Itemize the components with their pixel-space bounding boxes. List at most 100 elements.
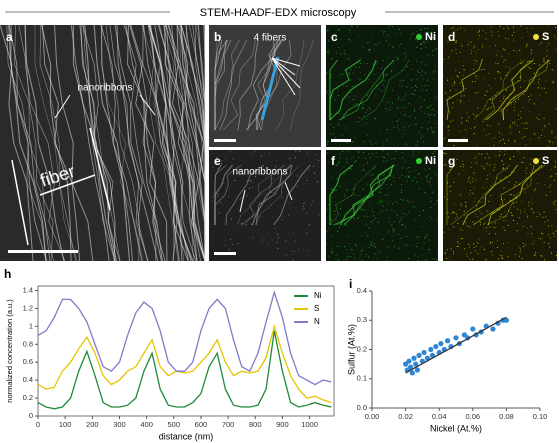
texture [420, 29, 422, 31]
texture [503, 187, 505, 189]
texture [418, 173, 420, 174]
texture [552, 81, 554, 83]
texture [361, 107, 363, 109]
texture [328, 203, 330, 205]
texture [532, 243, 534, 245]
texture [338, 154, 340, 156]
texture [463, 95, 465, 97]
texture [359, 63, 361, 64]
texture [449, 112, 451, 114]
texture [404, 225, 406, 227]
texture [551, 68, 553, 70]
texture [551, 175, 553, 177]
texture [386, 139, 388, 141]
texture [297, 186, 299, 188]
texture [326, 91, 328, 92]
texture [427, 128, 429, 130]
texture [548, 140, 550, 142]
texture [501, 250, 502, 252]
texture [427, 175, 429, 177]
texture [476, 208, 478, 210]
texture [450, 121, 451, 123]
texture [424, 157, 426, 159]
texture [348, 151, 350, 153]
texture [419, 133, 421, 135]
texture [277, 247, 279, 249]
texture [338, 29, 339, 31]
texture [495, 155, 497, 157]
texture [478, 153, 480, 155]
texture [519, 131, 521, 133]
texture [524, 80, 525, 82]
arrow [271, 57, 301, 89]
texture [482, 43, 484, 45]
texture [489, 226, 491, 228]
texture [337, 88, 339, 90]
texture [386, 159, 388, 161]
scale-bar [8, 250, 78, 253]
texture [426, 90, 427, 91]
texture [521, 201, 523, 202]
texture [360, 208, 362, 210]
texture [459, 102, 461, 104]
texture [397, 59, 399, 60]
texture [458, 243, 460, 245]
texture [374, 117, 376, 119]
texture [306, 232, 308, 234]
x-tick-label: 100 [59, 420, 72, 429]
texture [412, 206, 414, 208]
texture [336, 164, 395, 226]
texture [434, 49, 436, 51]
texture [428, 168, 430, 170]
texture [379, 41, 381, 43]
texture [425, 214, 427, 216]
texture [343, 85, 345, 87]
texture [486, 186, 488, 188]
texture [337, 230, 339, 232]
texture [474, 127, 476, 129]
texture [80, 24, 116, 262]
texture [327, 73, 329, 74]
texture [329, 164, 354, 225]
texture [346, 182, 348, 184]
texture [24, 24, 65, 262]
texture [500, 100, 502, 102]
texture [523, 123, 525, 125]
texture [417, 40, 418, 42]
texture [398, 221, 400, 223]
texture [552, 232, 554, 234]
texture [217, 193, 218, 195]
texture [241, 222, 243, 224]
texture [398, 84, 400, 86]
texture [539, 94, 541, 96]
texture [475, 75, 477, 77]
texture [408, 258, 410, 260]
texture [405, 93, 407, 95]
texture [477, 242, 479, 244]
texture [491, 98, 493, 99]
texture [239, 198, 241, 200]
texture [487, 164, 543, 226]
texture [526, 167, 528, 169]
texture [550, 191, 552, 193]
texture [391, 102, 393, 104]
texture [342, 134, 343, 136]
texture [521, 37, 523, 39]
texture [466, 253, 467, 255]
texture [375, 94, 377, 96]
texture [394, 221, 395, 223]
texture [359, 78, 361, 80]
texture [369, 108, 371, 110]
image-f [326, 150, 438, 261]
texture [24, 24, 66, 262]
texture [384, 200, 386, 202]
texture [214, 39, 228, 130]
point [406, 358, 412, 364]
point [408, 364, 414, 370]
texture [524, 191, 526, 193]
texture [353, 183, 355, 185]
texture [477, 92, 479, 94]
texture [337, 164, 338, 166]
texture [423, 141, 425, 143]
texture [421, 135, 423, 137]
